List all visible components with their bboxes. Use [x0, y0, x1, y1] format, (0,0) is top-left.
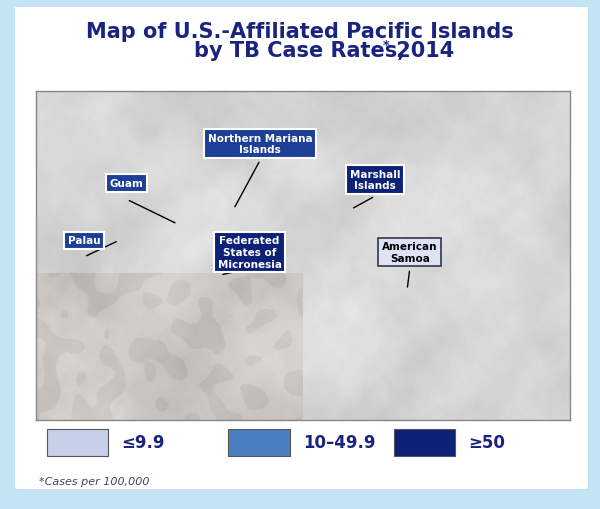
Text: Marshall
Islands: Marshall Islands	[350, 169, 400, 191]
FancyBboxPatch shape	[47, 429, 108, 456]
Text: American
Samoa: American Samoa	[382, 242, 437, 263]
Text: Northern Mariana
Islands: Northern Mariana Islands	[208, 133, 313, 155]
Text: Palau: Palau	[68, 236, 100, 246]
Text: 10–49.9: 10–49.9	[303, 433, 376, 451]
FancyBboxPatch shape	[394, 429, 455, 456]
Text: *: *	[383, 39, 389, 52]
Text: 2014: 2014	[389, 41, 454, 61]
Text: by TB Case Rates,: by TB Case Rates,	[194, 41, 406, 61]
Text: Federated
States of
Micronesia: Federated States of Micronesia	[218, 236, 281, 269]
FancyBboxPatch shape	[228, 429, 290, 456]
Text: Map of U.S.-Affiliated Pacific Islands: Map of U.S.-Affiliated Pacific Islands	[86, 21, 514, 42]
Text: ≤9.9: ≤9.9	[121, 433, 165, 451]
Text: *Cases per 100,000: *Cases per 100,000	[39, 476, 149, 486]
Text: Guam: Guam	[110, 179, 144, 188]
Text: ≥50: ≥50	[469, 433, 505, 451]
FancyBboxPatch shape	[12, 5, 591, 491]
